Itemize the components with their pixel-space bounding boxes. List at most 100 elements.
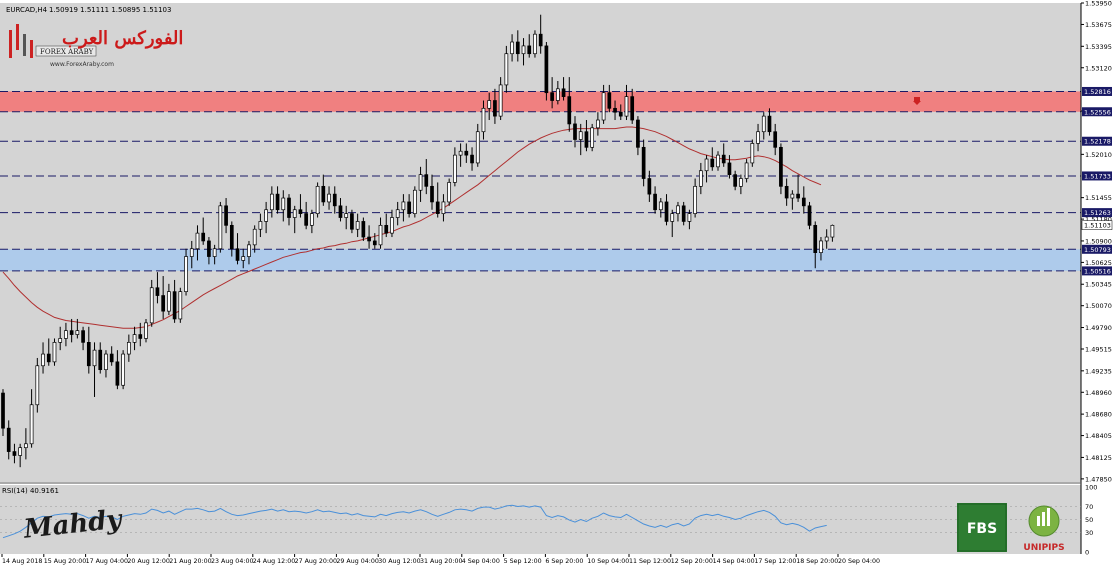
- candle-body: [121, 353, 125, 386]
- fbs-logo: FBS: [957, 503, 1007, 552]
- candle: [52, 338, 57, 366]
- candle: [533, 30, 537, 58]
- candle-body: [298, 209, 303, 214]
- candle-body: [767, 115, 772, 133]
- level-tag-label: 1.51103: [1084, 222, 1111, 230]
- candle-body: [447, 182, 452, 203]
- candle-body: [470, 154, 474, 164]
- candle-body: [693, 185, 697, 214]
- candle-body: [310, 213, 314, 226]
- candle-body: [630, 96, 635, 121]
- candle-body: [269, 193, 274, 211]
- candle-body: [527, 45, 532, 55]
- candle: [544, 42, 549, 101]
- candle: [567, 77, 572, 132]
- current-price-tag: [1081, 220, 1113, 230]
- time-tick-label: 17 Sep 12:00: [754, 558, 796, 565]
- candle: [18, 443, 23, 468]
- candle: [269, 186, 274, 218]
- candle: [647, 170, 652, 202]
- forexaraby-arabic-text: الفوركس العرب: [62, 28, 183, 49]
- candle-body: [401, 201, 406, 211]
- candle-body: [412, 189, 417, 214]
- candle: [58, 326, 63, 351]
- candle: [493, 88, 497, 124]
- candle-body: [607, 92, 612, 109]
- time-tick-label: 14 Sep 04:00: [713, 558, 755, 565]
- candle-body: [321, 185, 326, 203]
- candle-body: [281, 197, 286, 211]
- candle-body: [578, 131, 583, 140]
- candle-body: [155, 287, 160, 296]
- candle: [435, 182, 440, 218]
- candle-body: [178, 291, 183, 320]
- candle-body: [676, 205, 680, 214]
- candle-body: [573, 123, 577, 140]
- candle: [601, 84, 606, 124]
- time-tick-label: 10 Sep 04:00: [587, 558, 629, 565]
- candle-body: [584, 131, 589, 148]
- candle: [292, 205, 297, 234]
- candle-body: [86, 342, 91, 367]
- candle: [1, 389, 5, 436]
- candle: [46, 338, 51, 366]
- candle: [126, 334, 131, 362]
- level-tag-label: 1.50516: [1084, 267, 1111, 275]
- candle-body: [613, 107, 617, 113]
- candle-body: [247, 244, 251, 257]
- candle-body: [235, 248, 240, 261]
- candle: [264, 201, 268, 234]
- candle-body: [727, 162, 732, 175]
- forexaraby-logo-text: FOREX ARABY: [40, 48, 94, 56]
- candle-body: [224, 205, 228, 226]
- price-axis-ticks: 1.539501.536751.533951.531201.525651.520…: [1081, 0, 1112, 483]
- candle: [521, 38, 526, 66]
- candle-body: [670, 213, 675, 222]
- candle-body: [550, 92, 554, 101]
- candle-body: [41, 353, 45, 367]
- candle-body: [98, 349, 103, 371]
- candle-body: [830, 224, 835, 238]
- candle: [167, 283, 171, 316]
- candle: [453, 147, 457, 187]
- candle: [344, 205, 349, 230]
- candle-body: [750, 143, 755, 164]
- candle: [121, 350, 125, 390]
- candle-body: [184, 256, 188, 292]
- candle: [115, 350, 120, 390]
- candle: [555, 81, 560, 105]
- candle-body: [264, 209, 268, 222]
- price-tick-label: 1.50625: [1085, 259, 1112, 267]
- candle: [390, 209, 394, 238]
- support-zone: [0, 249, 1081, 271]
- candle-body: [555, 88, 560, 101]
- candle-body: [212, 248, 217, 257]
- candle: [149, 279, 154, 327]
- candle-body: [510, 41, 514, 55]
- candle: [184, 248, 188, 296]
- candle-body: [721, 154, 726, 164]
- candle: [721, 143, 726, 167]
- candle-body: [653, 193, 657, 211]
- candle: [6, 420, 11, 460]
- candle: [407, 194, 411, 218]
- level-tag-label: 1.52556: [1084, 108, 1111, 116]
- candle-body: [790, 193, 795, 199]
- candle-body: [773, 131, 778, 148]
- candle: [29, 389, 34, 448]
- candle: [201, 217, 206, 245]
- candle-body: [418, 174, 423, 191]
- candle: [412, 186, 417, 218]
- time-tick-label: 4 Sep 04:00: [462, 558, 500, 565]
- candle-body: [647, 178, 652, 195]
- candle-body: [6, 427, 11, 452]
- candle-body: [681, 205, 686, 222]
- candle: [81, 326, 85, 351]
- candle: [104, 350, 108, 378]
- candle-body: [207, 240, 211, 257]
- alert-arrow-icon[interactable]: [913, 97, 921, 105]
- candle-body: [327, 193, 331, 203]
- candle-body: [24, 443, 28, 449]
- candle: [287, 194, 291, 226]
